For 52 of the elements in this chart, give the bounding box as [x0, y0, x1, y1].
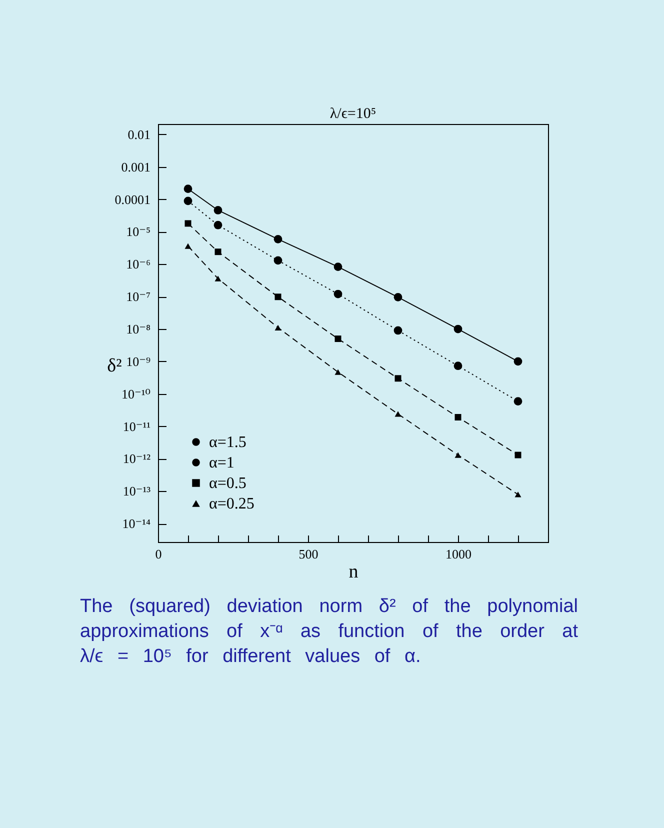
point [334, 290, 342, 298]
point [334, 336, 342, 342]
y-tick-label: 0.01 [128, 126, 150, 142]
x-tick-label: 0 [155, 546, 162, 562]
legend-label: α=0.5 [209, 475, 246, 492]
point [334, 369, 342, 375]
point [274, 324, 282, 330]
y-tick-label: 10⁻¹³ [122, 484, 151, 499]
point [214, 206, 222, 214]
point [214, 220, 222, 230]
point [454, 324, 462, 334]
point [514, 397, 522, 406]
point [454, 414, 462, 420]
y-tick-label: 10⁻¹⁰ [122, 386, 150, 402]
point [184, 220, 192, 227]
y-tick-label: 10⁻⁶ [126, 256, 150, 272]
y-tick-label: 10⁻⁸ [126, 322, 151, 337]
text: The (squared) deviation norm δ² of the polynomial approximations of x⁻ᵅ as function of the order at λ/ϵ = 10⁵ for different values of α. [80, 595, 578, 669]
point [454, 362, 462, 370]
y-tick-label: 10⁻¹² [122, 451, 151, 466]
point [394, 292, 402, 302]
y-tick-label: 10⁻⁷ [126, 289, 150, 304]
y-tick-label: 0.001 [121, 159, 150, 174]
y-tick-label: 0.0001 [114, 192, 150, 207]
chart-title: λ/ϵ=10⁵ [330, 106, 376, 122]
y-tick-label: 10⁻⁹ [126, 354, 151, 369]
point [334, 262, 342, 271]
point [394, 326, 402, 335]
point [514, 492, 522, 498]
point [274, 294, 282, 300]
point [274, 234, 282, 244]
y-tick-label: 10⁻⁵ [126, 224, 150, 240]
point [214, 276, 222, 282]
y-tick-label: 10⁻¹¹ [122, 418, 151, 434]
y-axis-title: δ² [107, 356, 122, 376]
point [514, 357, 522, 366]
y-tick-label: 10⁻¹⁴ [122, 516, 151, 532]
point [454, 452, 462, 458]
point [394, 375, 402, 382]
point [214, 248, 222, 256]
legend-label: α=0.25 [209, 496, 254, 512]
legend-label: α=1 [209, 454, 234, 472]
point [514, 452, 522, 458]
x-tick-label: 500 [298, 546, 318, 562]
point [394, 411, 402, 417]
x-tick-label: 1000 [446, 546, 472, 562]
x-axis-title: n [348, 562, 359, 582]
point [184, 184, 192, 194]
legend-label: α=1.5 [209, 434, 246, 451]
point [184, 243, 192, 249]
point [184, 196, 192, 206]
point [274, 256, 282, 265]
